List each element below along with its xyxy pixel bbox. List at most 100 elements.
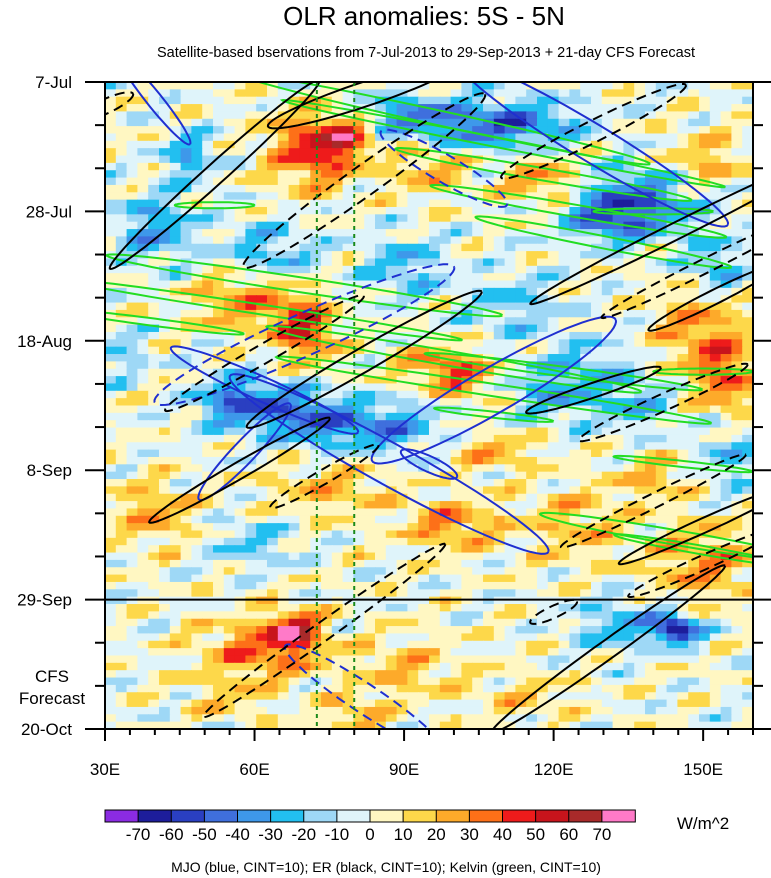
heat-cell	[223, 199, 236, 208]
heat-cell	[655, 398, 668, 407]
heat-cell	[180, 626, 192, 635]
heat-cell	[126, 133, 138, 142]
heat-cell	[515, 464, 527, 473]
heat-cell	[331, 324, 344, 333]
heat-cell	[537, 236, 549, 245]
heat-cell	[634, 361, 646, 370]
heat-cell	[709, 677, 722, 686]
heat-cell	[504, 89, 516, 98]
heat-cell	[234, 104, 246, 113]
heat-cell	[688, 126, 700, 135]
heat-cell	[526, 420, 538, 429]
heat-cell	[623, 229, 635, 237]
heat-cell	[580, 302, 592, 311]
heat-cell	[742, 140, 753, 149]
heat-cell	[580, 552, 592, 561]
heat-cell	[418, 265, 430, 274]
heat-cell	[612, 677, 624, 686]
heat-cell	[277, 265, 290, 274]
heat-cell	[634, 508, 646, 517]
heat-cell	[558, 265, 570, 274]
heat-cell	[191, 648, 203, 657]
heat-cell	[547, 214, 560, 223]
heat-cell	[569, 280, 581, 289]
heat-cell	[407, 581, 419, 590]
heat-cell	[515, 82, 527, 90]
heat-cell	[245, 581, 257, 590]
heat-cell	[580, 155, 592, 164]
heat-cell	[634, 479, 646, 487]
heat-cell	[245, 479, 257, 487]
heat-cell	[439, 611, 452, 620]
heat-cell	[267, 280, 279, 289]
heat-cell	[159, 199, 171, 208]
heat-cell	[159, 111, 171, 120]
heat-cell	[213, 434, 225, 443]
heat-cell	[731, 508, 743, 517]
heat-cell	[169, 361, 182, 370]
heat-cell	[115, 501, 128, 510]
heat-cell	[277, 589, 290, 598]
heat-cell	[547, 162, 560, 171]
heat-cell	[666, 309, 678, 318]
heat-cell	[137, 412, 149, 421]
heat-cell	[429, 567, 441, 576]
heat-cell	[547, 199, 560, 208]
heat-cell	[126, 412, 138, 421]
heat-cell	[256, 515, 268, 524]
heat-cell	[321, 133, 333, 142]
heat-cell	[634, 442, 646, 451]
heat-cell	[115, 390, 128, 399]
heat-cell	[321, 420, 333, 429]
heat-cell	[677, 581, 689, 590]
heat-cell	[612, 449, 624, 458]
heat-cell	[537, 82, 549, 90]
heat-cell	[569, 126, 581, 135]
heat-cell	[137, 567, 149, 576]
heat-cell	[267, 140, 279, 149]
heat-cell	[429, 368, 441, 377]
heat-cell	[364, 295, 376, 304]
heat-cell	[126, 302, 138, 311]
heat-cell	[547, 346, 560, 355]
heat-cell	[310, 581, 322, 590]
heat-cell	[450, 530, 462, 539]
heat-cell	[699, 89, 711, 98]
heat-cell	[267, 501, 279, 510]
heat-cell	[493, 662, 506, 671]
heat-cell	[580, 655, 592, 664]
heat-cell	[580, 626, 592, 635]
heat-cell	[623, 626, 635, 635]
heat-cell	[159, 229, 171, 237]
heat-cell	[418, 346, 430, 355]
heat-cell	[126, 126, 138, 135]
heat-cell	[634, 243, 646, 252]
heat-cell	[634, 221, 646, 230]
heat-cell	[547, 442, 560, 451]
heat-cell	[515, 309, 527, 318]
heat-cell	[342, 670, 354, 679]
heat-cell	[148, 383, 160, 392]
heat-cell	[655, 287, 668, 296]
heat-cell	[159, 456, 171, 465]
heat-cell	[461, 493, 473, 502]
heat-cell	[396, 471, 408, 480]
heat-cell	[699, 456, 711, 465]
heat-cell	[601, 530, 614, 539]
heat-cell	[202, 368, 214, 377]
heat-cell	[159, 449, 171, 458]
heat-cell	[115, 133, 128, 142]
heat-cell	[591, 501, 603, 510]
heat-cell	[105, 670, 117, 679]
heat-cell	[493, 361, 506, 370]
heat-cell	[202, 692, 214, 701]
heat-cell	[569, 545, 581, 554]
heat-cell	[331, 177, 344, 186]
heat-cell	[267, 662, 279, 671]
heat-cell	[159, 604, 171, 612]
heat-cell	[623, 479, 635, 487]
heat-cell	[169, 515, 182, 524]
heat-cell	[342, 626, 354, 635]
heat-cell	[299, 206, 311, 215]
heat-cell	[148, 633, 160, 642]
